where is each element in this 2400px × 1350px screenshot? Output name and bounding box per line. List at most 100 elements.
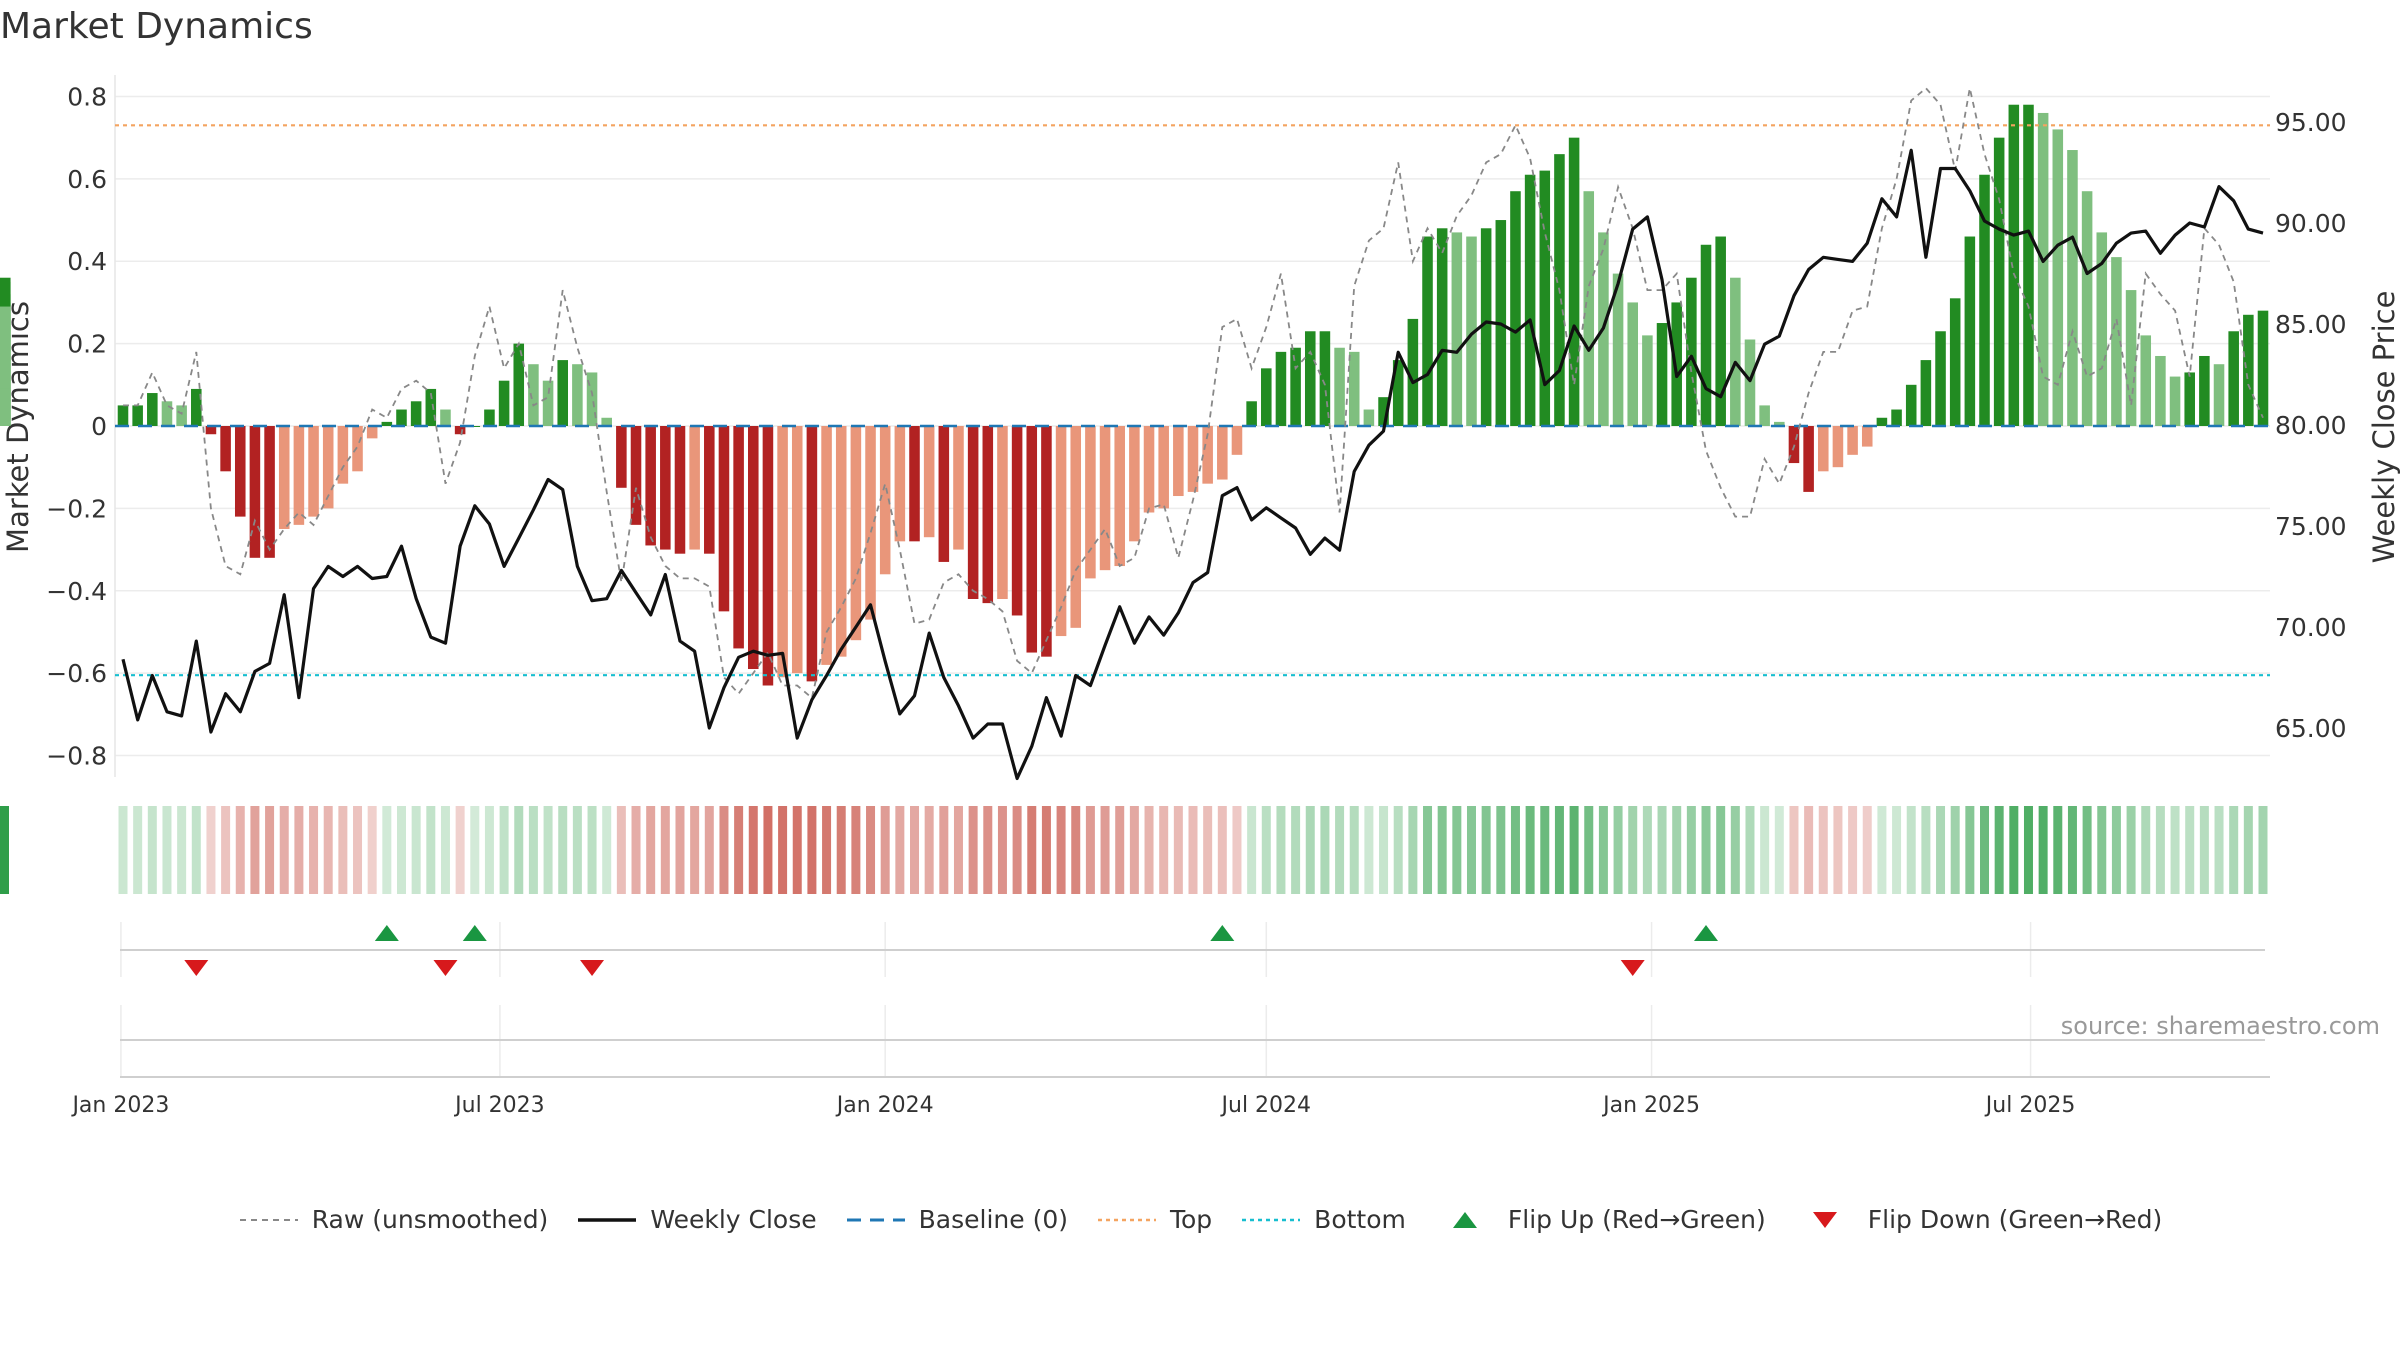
dynamics-bar — [2052, 129, 2064, 426]
heat-strip-cell — [1217, 806, 1227, 894]
y-tick-label-left: 0.4 — [67, 247, 107, 276]
dynamics-bar — [308, 426, 319, 517]
heat-strip-cell — [2199, 806, 2209, 894]
legend-item: Weekly Close — [576, 1205, 817, 1234]
legend-label: Raw (unsmoothed) — [311, 1205, 549, 1234]
dynamics-bar — [1686, 277, 1697, 426]
dynamics-bar — [1642, 335, 1653, 426]
dynamics-bar — [572, 364, 583, 426]
heat-strip-cell — [997, 806, 1007, 894]
heat-strip-cell — [294, 806, 304, 894]
dynamics-bar — [630, 426, 642, 525]
heat-strip-cell — [191, 806, 201, 894]
dynamics-bar — [2243, 314, 2254, 426]
dynamics-bar — [1246, 401, 1257, 426]
dynamics-bar — [410, 401, 422, 426]
heat-strip-cell — [807, 806, 817, 894]
heat-strip-cell — [1642, 806, 1652, 894]
heat-strip-cell — [1950, 806, 1960, 894]
dot-orange-icon — [1097, 1218, 1156, 1221]
heat-strip-cell — [910, 806, 920, 894]
dynamics-bar — [2067, 150, 2078, 426]
dynamics-bar — [2081, 191, 2093, 426]
heat-strip-cell — [1115, 806, 1125, 894]
heat-strip-cell — [1686, 806, 1696, 894]
legend-label: Flip Up (Red→Green) — [1507, 1205, 1766, 1234]
heat-strip-cell — [880, 806, 890, 894]
heat-strip-cell — [162, 806, 172, 894]
dynamics-bar — [982, 426, 994, 604]
dynamics-bar — [850, 426, 862, 641]
dynamics-bar — [234, 426, 246, 517]
heat-strip-cell — [1540, 806, 1550, 894]
dynamics-bar — [1466, 236, 1477, 426]
dynamics-bar — [2140, 335, 2152, 426]
dynamics-bar — [1539, 170, 1551, 426]
dash-gray-icon — [239, 1218, 298, 1221]
dynamics-bar — [1803, 426, 1814, 492]
heat-strip-cell — [983, 806, 993, 894]
heat-strip-cell — [822, 806, 832, 894]
flip-up-marker — [1694, 925, 1719, 941]
dynamics-bar — [586, 372, 598, 426]
dynamics-bar — [425, 388, 437, 426]
heat-strip-cell — [1701, 806, 1711, 894]
legend-label: Baseline (0) — [918, 1205, 1068, 1234]
heat-strip-cell — [1393, 806, 1403, 894]
dynamics-bar — [1202, 426, 1213, 484]
heat-strip-cell — [353, 806, 363, 894]
dynamics-bar — [1935, 331, 1946, 426]
heat-strip-cell — [1628, 806, 1638, 894]
heat-strip-cell — [1012, 806, 1022, 894]
heat-strip-cell — [1085, 806, 1095, 894]
heat-strip-cell — [851, 806, 861, 894]
heat-strip-cell — [265, 806, 275, 894]
heat-strip-cell — [1320, 806, 1330, 894]
dynamics-bar — [2169, 376, 2181, 426]
heat-strip-cell — [279, 806, 289, 894]
dynamics-bar — [352, 426, 363, 472]
dynamics-bar — [454, 426, 466, 435]
x-tick-label: Jan 2023 — [70, 1093, 169, 1118]
heat-strip-cell — [1862, 806, 1872, 894]
dot-cyan-icon — [1242, 1218, 1301, 1221]
heat-strip-cell — [1437, 806, 1447, 894]
dynamics-bar — [1392, 360, 1404, 426]
heat-strip-cell — [1027, 806, 1037, 894]
dynamics-bar — [1964, 236, 1976, 426]
dynamics-bar — [997, 426, 1008, 599]
heat-strip-cell — [0, 806, 9, 894]
heat-strip-cell — [953, 806, 963, 894]
y-tick-label-left: 0.6 — [67, 165, 107, 194]
heat-strip-cell — [1730, 806, 1740, 894]
heat-strip-cell — [411, 806, 421, 894]
heat-strip-cell — [1833, 806, 1843, 894]
dynamics-bar — [191, 388, 202, 426]
heat-strip-cell — [1481, 806, 1491, 894]
legend-label: Flip Down (Green→Red) — [1867, 1205, 2163, 1234]
heat-strip-cell — [572, 806, 582, 894]
heat-strip-cell — [763, 806, 773, 894]
heat-strip-cell — [2053, 806, 2063, 894]
dynamics-bar — [498, 380, 510, 426]
dynamics-bar — [938, 426, 950, 562]
dynamics-bar — [220, 426, 231, 472]
dynamics-bar — [1304, 331, 1316, 426]
dynamics-bar — [660, 426, 671, 550]
x-tick-label: Jul 2024 — [1220, 1093, 1312, 1118]
legend-item: Raw (unsmoothed) — [238, 1205, 549, 1234]
dynamics-bar — [147, 393, 158, 426]
heat-strip-cell — [221, 806, 231, 894]
heat-strip-cell — [734, 806, 744, 894]
heat-strip-cell — [1613, 806, 1623, 894]
heat-strip-cell — [1452, 806, 1462, 894]
heat-strip-cell — [133, 806, 143, 894]
dynamics-bar — [2111, 257, 2122, 426]
dynamics-bar — [2184, 372, 2195, 426]
dynamics-bar — [1290, 347, 1301, 426]
heat-strip-cell — [1745, 806, 1755, 894]
legend-item: Flip Down (Green→Red) — [1794, 1205, 2163, 1234]
heat-strip-cell — [1144, 806, 1154, 894]
heat-strip-cell — [1203, 806, 1213, 894]
heat-strip-cell — [675, 806, 685, 894]
